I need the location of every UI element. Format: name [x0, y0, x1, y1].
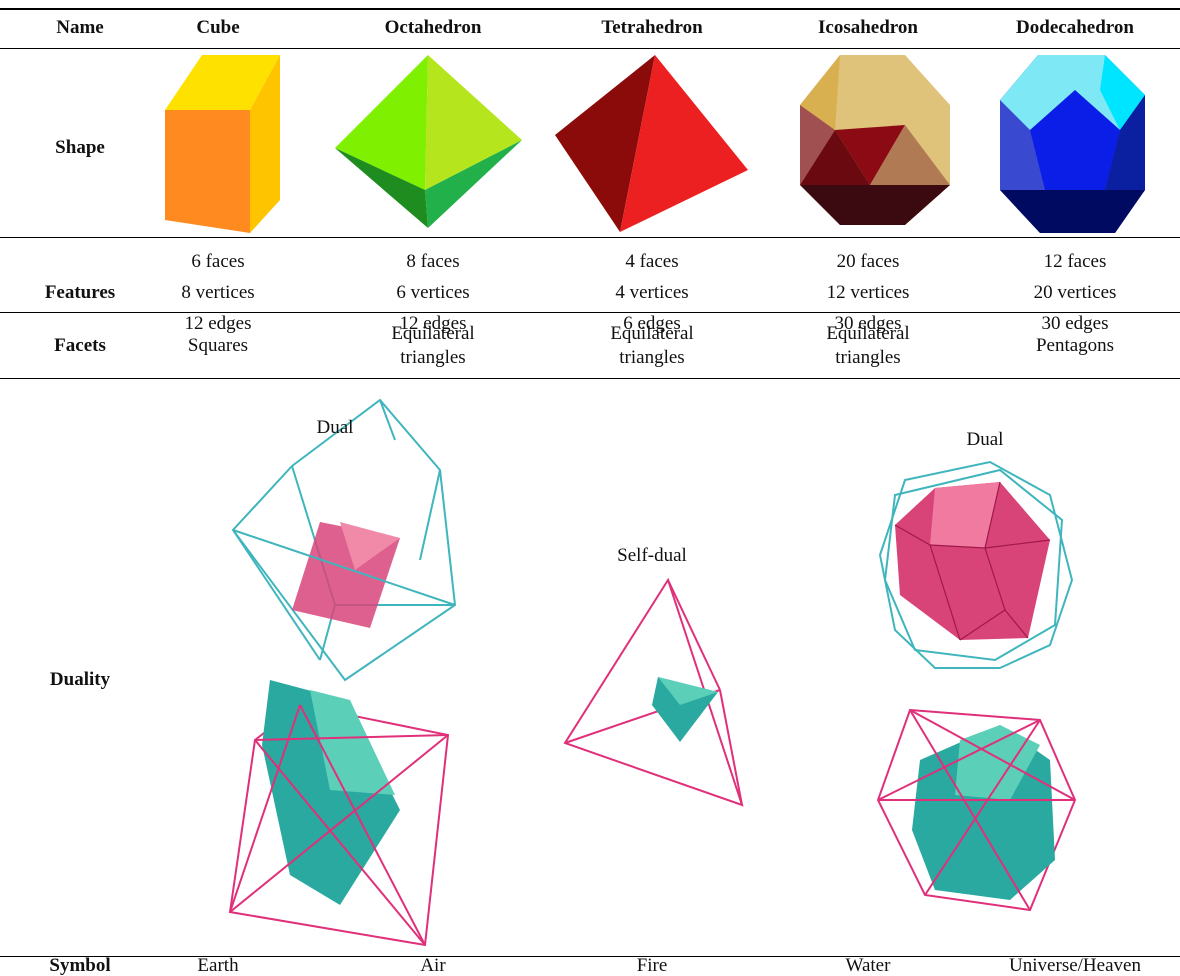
- cell: Earth: [197, 955, 239, 976]
- annotation: Dual: [316, 417, 354, 438]
- cell-line: 6 vertices: [396, 282, 470, 303]
- column-header: Dodecahedron: [1016, 17, 1134, 38]
- cell: Equilateral triangles: [391, 323, 475, 368]
- cell-line: 8 vertices: [181, 282, 255, 303]
- cell-line: 4 vertices: [615, 282, 689, 303]
- cell-line: 12 edges: [184, 313, 252, 334]
- cell-line: 4 faces: [625, 251, 679, 272]
- icosahedron-dodecahedron-dual: [876, 460, 1077, 912]
- dodecahedron-image: [1000, 55, 1145, 233]
- tetrahedron-image: [555, 55, 748, 232]
- column-header: Cube: [196, 17, 240, 38]
- rule: [0, 237, 1180, 238]
- cell-line: 12 edges: [399, 313, 467, 334]
- cell: Air: [420, 955, 446, 976]
- cell: Equilateral triangles: [610, 323, 694, 368]
- row-label: Facets: [54, 335, 106, 356]
- rule: [0, 48, 1180, 49]
- cell: Water: [845, 955, 891, 976]
- row-label: Symbol: [49, 955, 111, 976]
- rule: [0, 378, 1180, 379]
- column-header: Tetrahedron: [601, 17, 703, 38]
- icosahedron-image: [800, 55, 950, 225]
- column-header: Icosahedron: [818, 17, 918, 38]
- cell-line: 8 faces: [406, 251, 460, 272]
- row-label: Shape: [55, 137, 105, 158]
- cell-line: 30 edges: [834, 313, 902, 334]
- cube-image: [165, 55, 280, 233]
- annotation: Self-dual: [617, 545, 687, 566]
- cell-line: 30 edges: [1041, 313, 1109, 334]
- cell: Fire: [636, 955, 668, 976]
- cell: Pentagons: [1035, 335, 1115, 356]
- cell-line: 6 edges: [623, 313, 681, 334]
- row-label: Duality: [49, 669, 111, 690]
- cell-line: 20 vertices: [1033, 282, 1117, 303]
- cell-line: 20 faces: [836, 251, 900, 272]
- cell: Squares: [187, 335, 249, 356]
- rule: [0, 312, 1180, 313]
- octahedron-image: [335, 55, 522, 228]
- annotation: Dual: [966, 429, 1004, 450]
- rule: [0, 8, 1180, 10]
- cell: Equilateral triangles: [826, 323, 910, 368]
- cell-line: 6 faces: [191, 251, 245, 272]
- cell-line: 12 vertices: [826, 282, 910, 303]
- cell: Universe/Heaven: [1009, 955, 1141, 976]
- tetrahedron-self-dual: [563, 577, 744, 807]
- row-label: Features: [44, 282, 116, 303]
- column-header: Name: [56, 17, 104, 38]
- cube-octahedron-dual: [228, 398, 457, 947]
- column-header: Octahedron: [384, 17, 482, 38]
- cell-line: 12 faces: [1043, 251, 1107, 272]
- rule: [0, 956, 1180, 957]
